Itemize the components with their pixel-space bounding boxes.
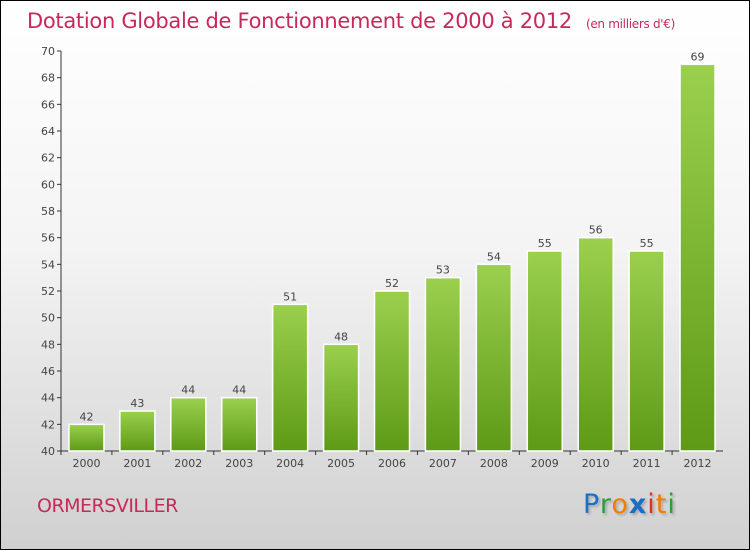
bar-value-label: 56 [589,224,603,237]
bar-value-label: 55 [640,237,654,250]
y-tick-label: 64 [41,125,55,138]
bar-value-label: 53 [436,264,450,277]
bar [170,396,207,452]
bar [577,236,614,452]
chart-title: Dotation Globale de Fonctionnement de 20… [27,9,675,33]
bar-value-label: 44 [181,384,195,397]
logo-letter: i [667,489,676,520]
y-tick-label: 70 [41,45,55,58]
y-tick-label: 40 [41,445,55,458]
logo-letter: i [647,489,656,520]
x-tick-label: 2007 [429,457,457,470]
bar [271,303,309,452]
y-tick-label: 58 [41,205,55,218]
bar-value-label: 55 [538,237,552,250]
y-tick-label: 54 [41,258,55,271]
place-name: ORMERSVILLER [37,495,178,517]
x-tick-label: 2012 [684,457,712,470]
proxiti-logo[interactable]: Proxiti [583,489,676,520]
logo-letter: t [655,489,668,520]
bar [424,276,462,452]
bar-value-label: 69 [691,50,705,63]
logo-letter: r [599,489,612,520]
title-text: Dotation Globale de Fonctionnement de 20… [27,9,572,33]
x-tick-label: 2009 [531,457,559,470]
logo-letter: o [611,489,629,520]
x-tick-label: 2010 [582,457,610,470]
x-tick-label: 2001 [123,457,151,470]
y-tick-label: 48 [41,338,55,351]
x-tick-label: 2011 [633,457,661,470]
bar [119,410,156,452]
bar [373,290,411,452]
bar [220,396,258,452]
y-tick-label: 56 [41,232,55,245]
x-tick-label: 2000 [72,457,100,470]
bar [679,63,716,452]
y-tick-label: 44 [41,392,55,405]
y-tick-label: 50 [41,312,55,325]
y-tick-label: 60 [41,178,55,191]
bar-value-label: 44 [232,384,246,397]
x-tick-label: 2003 [225,457,253,470]
bar-value-label: 51 [283,290,297,303]
y-tick-label: 42 [41,418,55,431]
y-tick-label: 62 [41,152,55,165]
bar-value-label: 42 [79,410,93,423]
bar [475,263,513,452]
bar [322,343,360,452]
logo-letter: P [583,489,600,520]
bar-value-label: 52 [385,277,399,290]
logo-letter: x [628,489,648,520]
x-tick-label: 2002 [174,457,202,470]
y-tick-label: 46 [41,365,55,378]
y-tick-label: 52 [41,285,55,298]
x-tick-label: 2004 [276,457,304,470]
bar [628,250,665,452]
y-tick-label: 68 [41,72,55,85]
x-tick-label: 2008 [480,457,508,470]
bar-value-label: 48 [334,330,348,343]
bar-value-label: 43 [130,397,144,410]
bar-value-label: 54 [487,250,501,263]
bar [68,423,105,452]
y-tick-label: 66 [41,98,55,111]
x-tick-label: 2006 [378,457,406,470]
chart-subtitle: (en milliers d'€) [585,17,675,31]
x-tick-label: 2005 [327,457,355,470]
bar [526,250,564,452]
